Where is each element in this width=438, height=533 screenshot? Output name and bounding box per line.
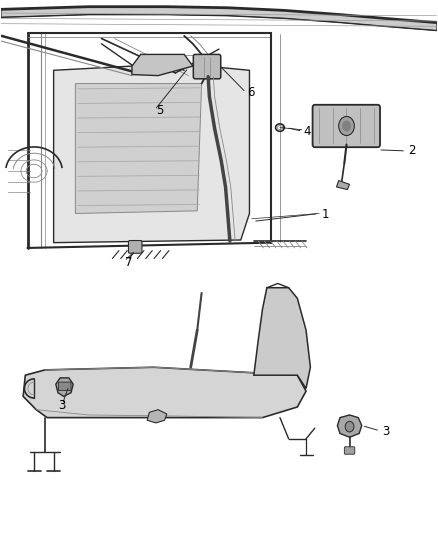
- Polygon shape: [56, 378, 73, 397]
- Circle shape: [342, 120, 351, 131]
- Polygon shape: [147, 410, 167, 423]
- Text: 4: 4: [304, 125, 311, 138]
- Text: 3: 3: [58, 399, 65, 412]
- Text: 7: 7: [125, 256, 133, 269]
- Polygon shape: [23, 367, 306, 418]
- Polygon shape: [1, 7, 437, 30]
- FancyBboxPatch shape: [313, 105, 380, 147]
- Polygon shape: [53, 66, 250, 243]
- FancyBboxPatch shape: [344, 447, 355, 454]
- Text: 1: 1: [321, 208, 329, 221]
- Text: 5: 5: [156, 103, 163, 117]
- FancyBboxPatch shape: [58, 382, 71, 391]
- Text: 3: 3: [382, 425, 389, 439]
- Polygon shape: [132, 54, 193, 76]
- Polygon shape: [75, 84, 201, 214]
- FancyBboxPatch shape: [128, 240, 142, 253]
- Text: 6: 6: [247, 86, 255, 99]
- Text: 2: 2: [408, 144, 416, 157]
- Circle shape: [339, 116, 354, 135]
- FancyBboxPatch shape: [193, 54, 221, 79]
- Circle shape: [345, 421, 354, 432]
- Polygon shape: [254, 288, 311, 389]
- Polygon shape: [337, 415, 362, 437]
- Polygon shape: [336, 181, 350, 190]
